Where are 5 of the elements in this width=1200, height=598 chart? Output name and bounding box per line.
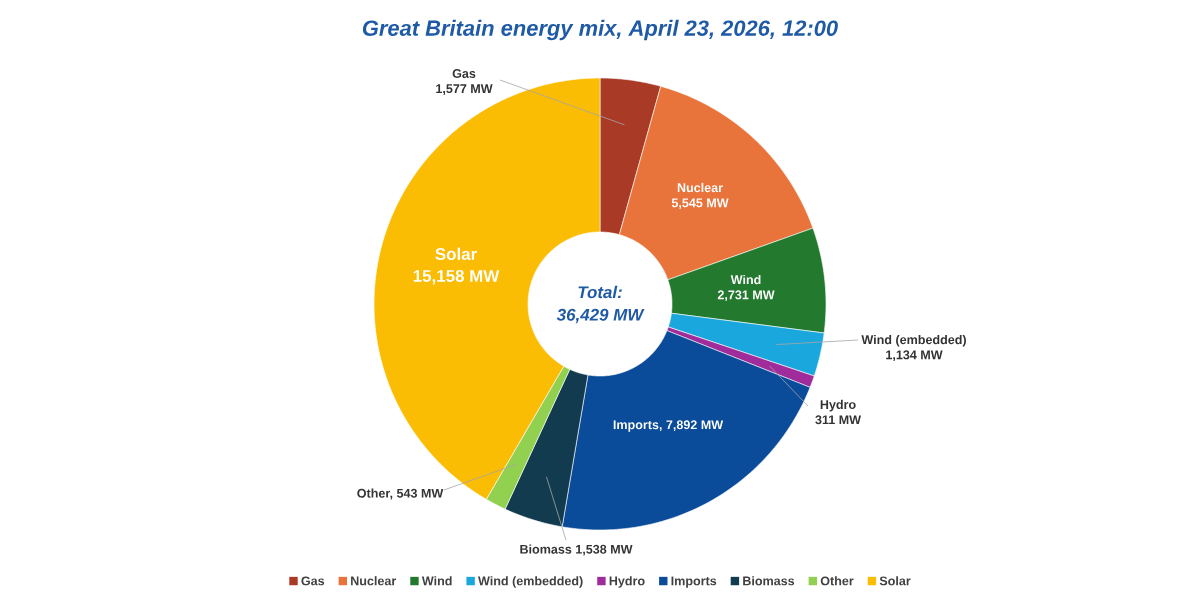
chart-title: Great Britain energy mix, April 23, 2026, 12:00 xyxy=(362,19,838,41)
data-label: 15,158 MW xyxy=(413,269,500,285)
text: 36,429 MW xyxy=(556,308,645,324)
text: Total: xyxy=(578,285,622,299)
slice-label: Solar xyxy=(435,247,477,261)
